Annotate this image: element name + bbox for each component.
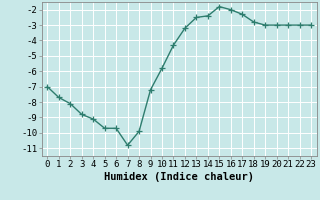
X-axis label: Humidex (Indice chaleur): Humidex (Indice chaleur) — [104, 172, 254, 182]
